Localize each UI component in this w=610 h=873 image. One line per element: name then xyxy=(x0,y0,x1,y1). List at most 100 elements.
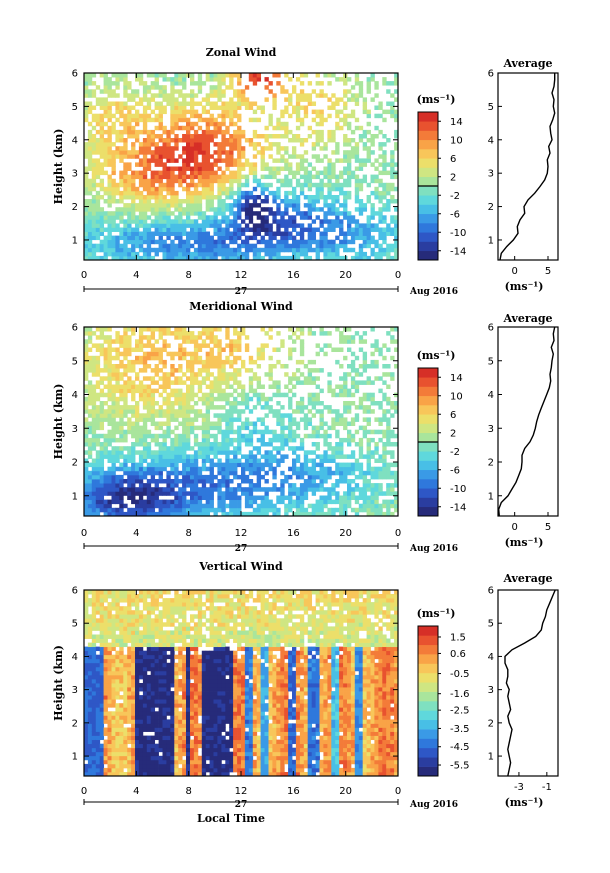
heatmap-cell xyxy=(201,117,207,123)
heatmap-cell xyxy=(307,392,313,398)
heatmap-cell xyxy=(390,339,395,344)
heatmap-cell xyxy=(315,474,320,480)
heatmap-cell xyxy=(131,413,136,418)
heatmap-cell xyxy=(91,368,97,373)
heatmap-cell xyxy=(186,335,191,340)
heatmap-cell xyxy=(158,409,163,414)
heatmap-cell xyxy=(127,247,132,253)
heatmap-cell xyxy=(213,195,218,200)
heatmap-cell xyxy=(358,186,364,192)
heatmap-cell xyxy=(339,392,344,398)
heatmap-cell xyxy=(146,113,152,119)
heatmap-cell xyxy=(252,178,258,184)
heatmap-cell xyxy=(205,77,211,82)
heatmap-cell xyxy=(162,251,167,257)
heatmap-cell xyxy=(350,231,356,236)
heatmap-cell xyxy=(142,384,148,390)
heatmap-cell xyxy=(343,117,348,123)
heatmap-cell xyxy=(307,331,313,336)
heatmap-cell xyxy=(311,142,317,147)
heatmap-cell xyxy=(190,166,195,171)
heatmap-cell xyxy=(233,158,238,163)
heatmap-cell xyxy=(288,483,293,488)
heatmap-cell xyxy=(394,134,399,139)
heatmap-cell xyxy=(111,227,116,232)
heatmap-cell xyxy=(209,433,214,439)
heatmap-cell xyxy=(197,255,203,261)
heatmap-cell xyxy=(288,138,293,143)
heatmap-cell xyxy=(142,507,148,513)
heatmap-cell xyxy=(217,351,222,357)
heatmap-cell xyxy=(272,166,277,171)
heatmap-cell xyxy=(244,343,250,348)
heatmap-cell xyxy=(264,401,269,406)
heatmap-cell xyxy=(347,125,352,131)
heatmap-cell xyxy=(225,359,230,365)
heatmap-cell xyxy=(339,417,344,422)
heatmap-cell xyxy=(280,113,285,119)
colorbar-swatch xyxy=(418,460,438,471)
heatmap-cell xyxy=(142,491,148,496)
heatmap-cell xyxy=(382,150,387,155)
heatmap-cell xyxy=(354,507,360,513)
heatmap-cell xyxy=(119,450,124,455)
heatmap-cell xyxy=(229,409,234,414)
heatmap-cell xyxy=(84,178,89,184)
heatmap-cell xyxy=(91,207,97,212)
heatmap-cell xyxy=(107,109,112,115)
heatmap-cell xyxy=(319,117,324,123)
heatmap-cell xyxy=(142,113,148,119)
heatmap-cell xyxy=(162,170,167,176)
heatmap-cell xyxy=(339,462,344,468)
heatmap-cell xyxy=(354,380,360,385)
heatmap-cell xyxy=(248,368,254,373)
heatmap-cell xyxy=(339,495,344,501)
heatmap-cell xyxy=(268,437,273,443)
heatmap-cell xyxy=(347,327,352,332)
heatmap-cell xyxy=(276,401,281,406)
heatmap-cell xyxy=(107,429,112,435)
heatmap-cell xyxy=(366,199,371,204)
heatmap-cell xyxy=(115,413,120,418)
heatmap-cell xyxy=(162,109,167,115)
heatmap-cell xyxy=(248,429,254,435)
heatmap-cell xyxy=(350,450,356,455)
heatmap-cell xyxy=(178,454,183,459)
heatmap-cell xyxy=(362,351,368,357)
heatmap-cell xyxy=(252,81,258,86)
colorbar-swatch xyxy=(418,395,438,406)
heatmap-cell xyxy=(193,454,199,459)
heatmap-cell xyxy=(103,413,108,418)
heatmap-cell xyxy=(127,150,132,155)
profile-y-tick-label: 1 xyxy=(488,491,494,502)
heatmap-cell xyxy=(146,150,152,155)
heatmap-cell xyxy=(131,89,136,94)
heatmap-cell xyxy=(354,97,360,102)
heatmap-cell xyxy=(370,223,375,228)
heatmap-cell xyxy=(154,442,159,447)
heatmap-cell xyxy=(111,507,116,513)
heatmap-cell xyxy=(209,223,214,228)
y-tick-label: 3 xyxy=(72,424,78,435)
heatmap-cell xyxy=(315,429,320,435)
heatmap-cell xyxy=(170,150,175,155)
heatmap-cell xyxy=(162,339,167,344)
heatmap-cell xyxy=(166,97,171,102)
heatmap-cell xyxy=(299,327,305,332)
heatmap-cell xyxy=(162,442,167,447)
heatmap-cell xyxy=(213,446,218,451)
heatmap-cell xyxy=(142,388,148,394)
heatmap-cell xyxy=(241,150,246,155)
heatmap-cell xyxy=(323,437,328,443)
heatmap-cell xyxy=(343,235,348,241)
heatmap-cell xyxy=(201,170,207,176)
heatmap-cell xyxy=(221,396,226,402)
heatmap-cell xyxy=(115,458,120,464)
heatmap-cell xyxy=(205,170,211,176)
heatmap-cell xyxy=(182,331,187,336)
heatmap-cell xyxy=(115,372,120,377)
heatmap-cell xyxy=(170,454,175,459)
heatmap-cell xyxy=(256,117,262,123)
heatmap-cell xyxy=(237,503,242,509)
heatmap-cell xyxy=(237,511,242,517)
